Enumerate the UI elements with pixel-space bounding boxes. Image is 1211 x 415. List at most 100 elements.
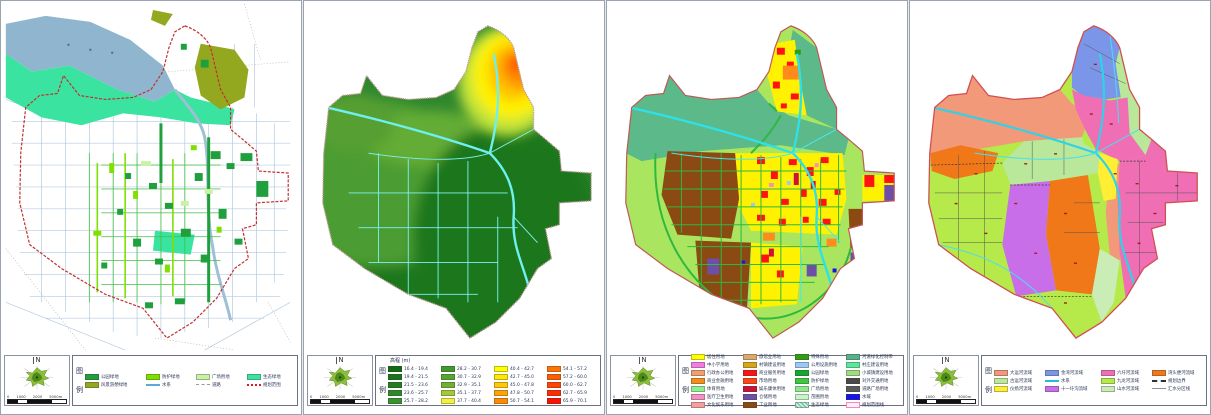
wind-rose — [626, 365, 660, 390]
legend-swatch-fill — [742, 353, 757, 360]
legend-swatch-fill — [691, 377, 705, 384]
legend-item: 风景游憩绿地 — [85, 381, 143, 388]
legend-label: 古运河流域 — [1010, 378, 1033, 384]
legend-label: 32.9 - 35.1 — [457, 381, 481, 388]
protective-green-patches — [93, 145, 222, 273]
study-boundary — [322, 25, 592, 340]
green-space-map-canvas — [5, 4, 291, 351]
legend-item: 19.4 - 21.5 — [388, 373, 438, 380]
legend-label: 16.4 - 19.4 — [404, 365, 428, 372]
legend-box: 图例 居住用地 中小学用地 行政办公用地 商业金融用地 体育用地 医疗卫生用地 文化娱乐用地… — [678, 353, 904, 408]
legend-item: 行政办公用地 — [691, 369, 740, 376]
legend-title-vertical: 图例 — [682, 367, 689, 394]
scale-bar: 0 1000 2000 5000m — [7, 394, 67, 404]
legend-item: 45.0 - 47.8 — [494, 381, 544, 388]
legend-item: 道路广场用地 — [846, 385, 900, 392]
lake — [5, 15, 175, 102]
panel-land-use-plan: N 0 1000 2000 5000m 图例 居住用地 中小学用地 行政办公用地 商业金融用… — [606, 0, 908, 415]
legend-swatch-fill — [1045, 369, 1059, 376]
wind-rose — [929, 365, 963, 390]
liuwei-basin-band — [1071, 89, 1146, 162]
legend-label: 45.0 - 47.8 — [510, 381, 534, 388]
legend-item: 32.9 - 35.1 — [441, 381, 491, 388]
map-inset: N 0 1000 2000 5000m — [307, 355, 373, 406]
legend-swatch-water-line — [145, 383, 160, 386]
legend-label: 规划范围线 — [862, 402, 885, 408]
legend-label: 汇水分区线 — [1168, 386, 1191, 392]
planning-boundary — [19, 25, 289, 339]
legend-label: 30.7 - 32.9 — [457, 373, 481, 380]
scale-bar: 0 1000 2000 5000m — [613, 394, 673, 404]
legend-swatch-hatch — [794, 401, 809, 408]
legend-item: 生态绿地 — [246, 373, 295, 380]
legend-swatch-fill — [691, 353, 705, 360]
wind-rose — [323, 365, 357, 390]
legend-swatch-fill — [742, 361, 757, 368]
legend-swatch-fill — [246, 373, 261, 380]
legend-item: 35.1 - 37.7 — [441, 389, 491, 396]
legend-swatch-fill — [742, 385, 757, 392]
panel-elevation-map: N 0 1000 2000 5000m 图例 高程 (m) 16.4 - 19.4 19… — [303, 0, 605, 415]
north-arrow: N — [33, 356, 41, 364]
legend-label: 山水河流域 — [1117, 386, 1140, 392]
legend-label: 中小学用地 — [707, 362, 730, 368]
legend-label: 60.0 - 62.7 — [563, 381, 587, 388]
legend-swatch-fill — [388, 389, 402, 396]
legend-item: 60.0 - 62.7 — [547, 381, 597, 388]
legend-swatch-water-arrow — [1045, 379, 1059, 382]
legend-label: 23.6 - 25.7 — [404, 389, 428, 396]
guyunhe-basin-center — [1002, 137, 1100, 185]
legend-label: 小城镇建设用地 — [862, 370, 894, 376]
legend-item: 文化娱乐用地 — [691, 401, 740, 408]
legend-item: 湾头便河流域 — [1152, 369, 1203, 376]
legend-swatch-fill — [794, 393, 809, 400]
legend-label: 湾头便河流域 — [1168, 370, 1195, 376]
legend-swatch-fill — [794, 361, 809, 368]
legend-item: 水系 — [145, 381, 194, 388]
legend-entries: 居住用地 中小学用地 行政办公用地 商业金融用地 体育用地 医疗卫生用地 文化娱乐用地 旅馆业… — [691, 353, 900, 408]
legend-label: 62.7 - 65.9 — [563, 389, 587, 396]
legend-item: 工业用地 — [742, 401, 792, 408]
legend-label: 50.7 - 54.1 — [510, 397, 534, 404]
legend-swatch-fill — [794, 369, 809, 376]
shanshui-basin — [1091, 248, 1120, 323]
legend-label: 水系 — [1061, 378, 1070, 384]
legend-swatch-fill — [846, 353, 861, 360]
legend-label: 广场用地 — [810, 386, 829, 392]
legend-label: 规划范围 — [262, 382, 281, 388]
legend-label: 商业服务用地 — [758, 370, 786, 376]
legend-item: 防护绿地 — [145, 373, 194, 380]
legend-swatch-fill — [1101, 369, 1115, 376]
legend-title-vertical: 图例 — [379, 367, 386, 394]
legend-swatch-fill — [742, 377, 757, 384]
legend-label: 生态绿地 — [810, 402, 829, 408]
legend-swatch-fill — [994, 377, 1008, 384]
shiyiwei-basin — [1002, 180, 1057, 297]
legend-label: 六圩河流域 — [1117, 370, 1140, 376]
legend-swatch-fill — [846, 385, 861, 392]
legend-label: 54.1 - 57.2 — [563, 365, 587, 372]
legend-item: 娱乐康体用地 — [742, 385, 792, 392]
legend-item: 公园绿地 — [794, 369, 844, 376]
legend-swatch-fill — [994, 369, 1008, 376]
legend-label: 对外交通用地 — [862, 378, 889, 384]
legend-label: 防护绿地 — [810, 378, 829, 384]
legend-swatch-fill — [494, 381, 508, 388]
legend-item: 道路 — [196, 381, 244, 388]
legend-swatch-fill — [388, 397, 402, 404]
legend-item: 中小学用地 — [691, 361, 740, 368]
legend-title-vertical: 图例 — [76, 367, 83, 394]
legend-swatch-fill — [494, 373, 508, 380]
guyunhe-basin-lobe — [1115, 47, 1152, 156]
legend-swatch-fill — [742, 393, 757, 400]
legend-item: 旅馆业用地 — [742, 353, 792, 360]
legend-swatch-fill — [145, 373, 160, 380]
legend-label: 42.7 - 45.0 — [510, 373, 534, 380]
rivers — [629, 53, 841, 303]
legend-swatch-fill — [441, 373, 455, 380]
legend-item: 23.6 - 25.7 — [388, 389, 438, 396]
legend-box: 图例 大运河流域 古运河流域 仪扬河流域 金湾河流域 水系 十一圩沟流域 六圩河流域 九龙河流… — [981, 355, 1207, 406]
legend-item: 50.7 - 54.1 — [494, 397, 544, 404]
legend-label: 公园绿地 — [810, 370, 829, 376]
legend-box: 图例 公园绿地 风景游憩绿地 防护绿地 水系 广场用地 道路 生态绿地 规划范围 — [72, 355, 298, 406]
